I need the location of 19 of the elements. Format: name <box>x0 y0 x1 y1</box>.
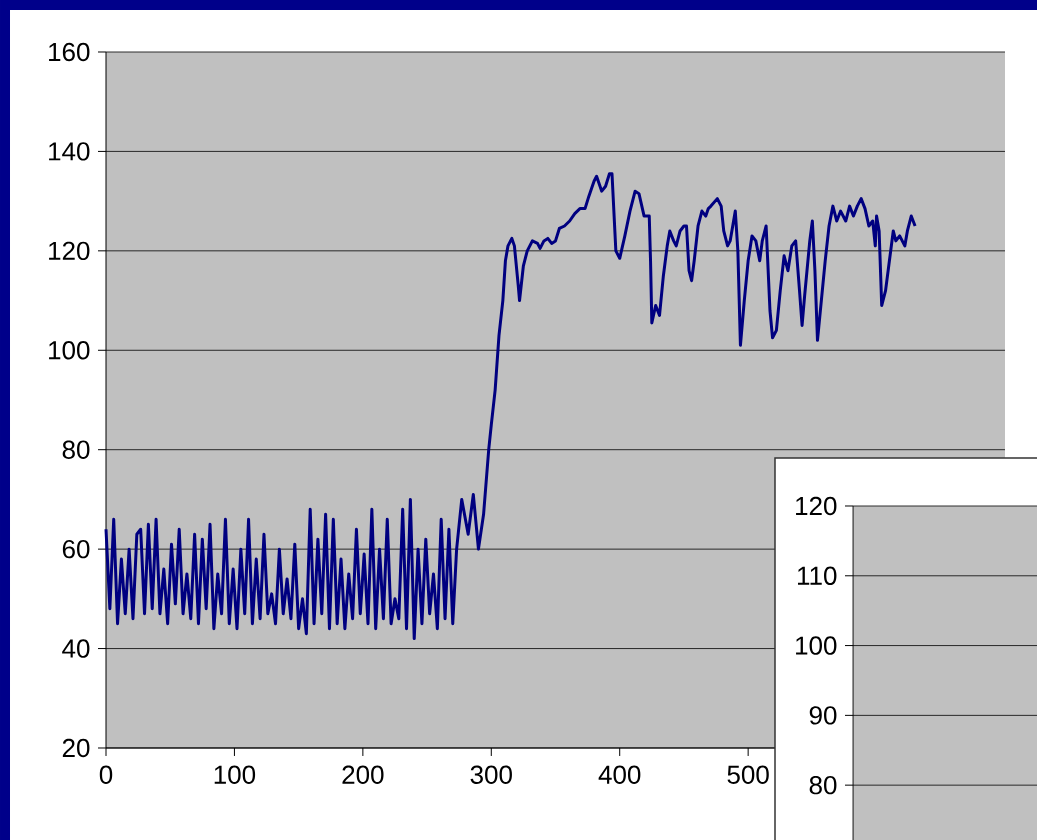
y-tick-label: 80 <box>809 775 837 795</box>
y-tick-label: 90 <box>809 706 837 725</box>
y-tick-label: 100 <box>49 341 90 360</box>
x-tick-label: 500 <box>727 765 769 784</box>
x-tick-label: 200 <box>342 765 384 784</box>
y-tick-label: 120 <box>796 496 837 516</box>
y-tick-label: 110 <box>797 566 837 585</box>
y-tick-label: 160 <box>49 42 90 62</box>
y-tick-label: 60 <box>62 539 90 559</box>
x-tick-label: 0 <box>99 765 113 784</box>
y-tick-label: 100 <box>796 636 837 655</box>
x-tick-label: 300 <box>470 765 512 784</box>
y-tick-label: 140 <box>49 142 90 161</box>
y-tick-label: 120 <box>49 241 90 261</box>
y-tick-label: 40 <box>62 639 90 658</box>
x-tick-label: 400 <box>598 765 641 784</box>
x-tick-label: 100 <box>214 765 256 784</box>
y-tick-label: 20 <box>62 738 90 758</box>
y-tick-label: 80 <box>62 440 90 459</box>
